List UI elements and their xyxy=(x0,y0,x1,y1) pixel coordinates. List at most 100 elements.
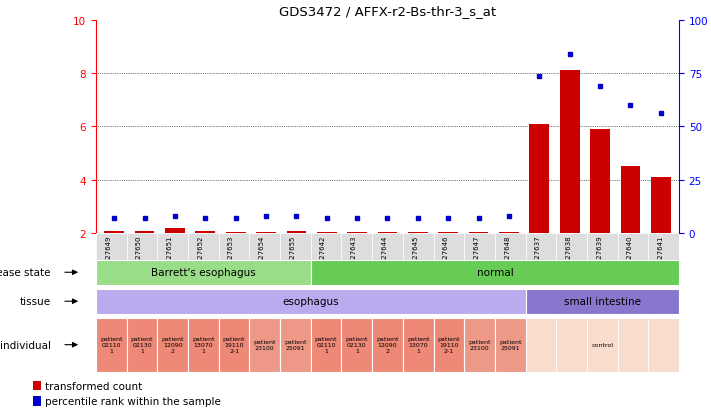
Bar xyxy=(165,228,185,233)
Text: Barrett's esophagus: Barrett's esophagus xyxy=(151,268,256,278)
Bar xyxy=(219,318,250,372)
Text: GSM327652: GSM327652 xyxy=(198,235,203,277)
Bar xyxy=(372,318,403,372)
Text: GSM327644: GSM327644 xyxy=(382,235,387,277)
Title: GDS3472 / AFFX-r2-Bs-thr-3_s_at: GDS3472 / AFFX-r2-Bs-thr-3_s_at xyxy=(279,5,496,18)
Text: GSM327643: GSM327643 xyxy=(351,235,357,277)
Text: GSM327651: GSM327651 xyxy=(166,235,173,277)
Bar xyxy=(372,318,403,372)
Text: patient
12090
2: patient 12090 2 xyxy=(376,337,399,353)
Bar xyxy=(648,233,679,260)
Bar xyxy=(96,318,127,372)
Text: GSM327639: GSM327639 xyxy=(597,235,602,277)
Text: tissue: tissue xyxy=(20,297,50,306)
Bar xyxy=(341,318,372,372)
Bar xyxy=(618,318,648,372)
Text: GSM327647: GSM327647 xyxy=(474,235,479,277)
Bar xyxy=(188,318,219,372)
Bar xyxy=(372,233,403,260)
Text: GSM327641: GSM327641 xyxy=(658,235,663,277)
Bar xyxy=(134,231,154,233)
Bar xyxy=(556,233,587,260)
Text: GSM327640: GSM327640 xyxy=(627,235,633,277)
Text: esophagus: esophagus xyxy=(282,297,339,306)
Bar xyxy=(287,231,306,233)
Bar xyxy=(96,233,127,260)
Bar xyxy=(226,232,245,233)
Text: GSM327654: GSM327654 xyxy=(259,235,264,277)
Text: GSM327650: GSM327650 xyxy=(136,235,142,277)
Bar xyxy=(403,233,434,260)
Bar xyxy=(280,318,311,372)
Text: patient
23100: patient 23100 xyxy=(469,339,491,350)
Text: patient
02130
1: patient 02130 1 xyxy=(346,337,368,353)
Bar xyxy=(219,318,250,372)
Bar xyxy=(256,232,276,233)
Text: GSM327649: GSM327649 xyxy=(105,235,112,277)
Bar xyxy=(196,231,215,233)
Text: percentile rank within the sample: percentile rank within the sample xyxy=(45,396,220,406)
Text: GSM327648: GSM327648 xyxy=(504,235,510,277)
Bar xyxy=(621,167,641,233)
Bar xyxy=(127,233,157,260)
Bar xyxy=(341,233,372,260)
Bar xyxy=(157,318,188,372)
Bar xyxy=(311,233,341,260)
Bar xyxy=(587,233,618,260)
Bar xyxy=(408,232,428,233)
Text: GSM327646: GSM327646 xyxy=(443,235,449,277)
Bar xyxy=(499,232,519,233)
Bar xyxy=(434,318,464,372)
Text: patient
19110
2-1: patient 19110 2-1 xyxy=(437,337,460,353)
Bar xyxy=(403,318,434,372)
Text: GSM327638: GSM327638 xyxy=(566,235,572,277)
Bar xyxy=(525,318,556,372)
Bar xyxy=(464,318,495,372)
Text: patient
13070
1: patient 13070 1 xyxy=(192,337,215,353)
Text: GSM327653: GSM327653 xyxy=(228,235,234,277)
Bar xyxy=(157,233,188,260)
Bar xyxy=(250,233,280,260)
Bar xyxy=(618,233,648,260)
Bar xyxy=(560,71,579,233)
Text: GSM327655: GSM327655 xyxy=(289,235,296,277)
Bar xyxy=(33,381,41,390)
Bar xyxy=(469,232,488,233)
Bar xyxy=(651,178,670,233)
Bar xyxy=(157,318,188,372)
Bar xyxy=(525,289,679,314)
Bar xyxy=(434,233,464,260)
Text: normal: normal xyxy=(476,268,513,278)
Bar xyxy=(311,318,341,372)
Bar xyxy=(250,318,280,372)
Text: disease state: disease state xyxy=(0,268,50,278)
Bar xyxy=(317,232,336,233)
Bar xyxy=(530,124,549,233)
Bar xyxy=(219,233,250,260)
Bar xyxy=(648,318,679,372)
Bar xyxy=(439,232,458,233)
Text: patient
02110
1: patient 02110 1 xyxy=(100,337,122,353)
Text: patient
12090
2: patient 12090 2 xyxy=(161,337,184,353)
Bar xyxy=(341,318,372,372)
Text: patient
02110
1: patient 02110 1 xyxy=(315,337,338,353)
Bar xyxy=(590,130,610,233)
Bar xyxy=(127,318,157,372)
Bar xyxy=(96,289,525,314)
Bar xyxy=(188,318,219,372)
Text: GSM327637: GSM327637 xyxy=(535,235,541,277)
Bar xyxy=(250,318,280,372)
Text: small intestine: small intestine xyxy=(564,297,641,306)
Bar xyxy=(311,260,679,285)
Bar xyxy=(280,318,311,372)
Text: individual: individual xyxy=(0,340,50,350)
Bar xyxy=(495,318,525,372)
Bar xyxy=(464,233,495,260)
Bar xyxy=(188,233,219,260)
Text: GSM327642: GSM327642 xyxy=(320,235,326,277)
Bar xyxy=(495,233,525,260)
Bar xyxy=(378,232,397,233)
Bar xyxy=(96,260,311,285)
Bar xyxy=(434,318,464,372)
Bar xyxy=(525,233,556,260)
